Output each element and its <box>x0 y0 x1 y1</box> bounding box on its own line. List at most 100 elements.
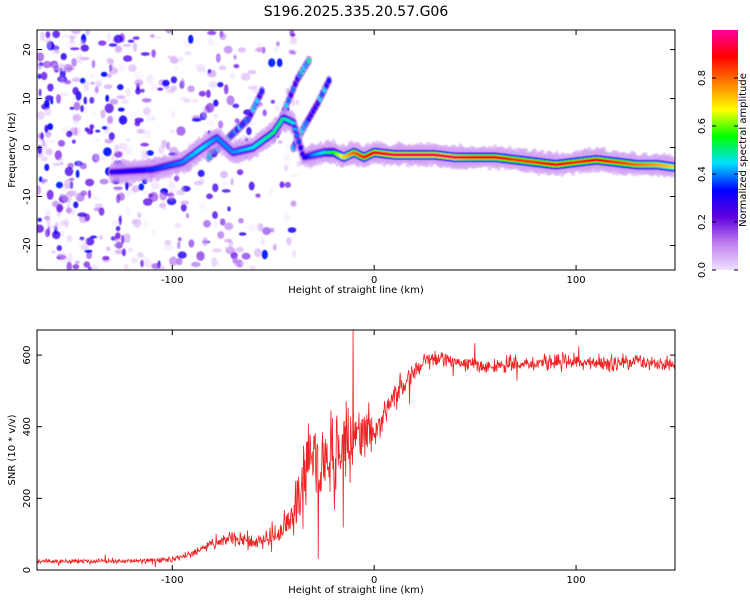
noise-blob <box>60 34 71 38</box>
noise-blob <box>56 94 61 104</box>
noise-blob <box>150 181 160 190</box>
noise-blob <box>134 79 144 87</box>
colorbar-tick-label: 0.8 <box>697 70 708 86</box>
noise-blob <box>288 49 295 54</box>
noise-blob <box>229 73 236 79</box>
noise-blob <box>201 108 208 119</box>
noise-blob <box>270 99 275 104</box>
noise-blob <box>240 72 251 81</box>
noise-blob <box>134 117 144 123</box>
noise-blob <box>140 259 145 268</box>
noise-blob <box>103 147 112 157</box>
noise-blob <box>113 243 118 248</box>
noise-blob <box>218 65 227 71</box>
noise-blob <box>149 34 155 38</box>
noise-blob <box>70 190 79 198</box>
noise-blob <box>87 189 92 199</box>
noise-blob <box>289 36 298 45</box>
ridge-core <box>293 127 298 131</box>
snr-ticks: -100 0 100 0 200 400 600 <box>22 330 675 586</box>
noise-blob <box>258 223 264 232</box>
noise-blob <box>113 186 123 190</box>
noise-blob <box>73 101 81 111</box>
snr-x-tick-label: 100 <box>567 575 586 586</box>
noise-blob <box>79 242 89 251</box>
noise-blob <box>84 249 93 253</box>
noise-blob <box>146 114 154 123</box>
noise-blob <box>114 249 124 255</box>
noise-blob <box>98 235 104 240</box>
noise-blob <box>125 181 129 191</box>
noise-blob <box>73 201 79 209</box>
noise-blob <box>217 82 224 88</box>
noise-blob <box>276 58 283 67</box>
spectrogram-x-tick-label: 0 <box>371 275 377 286</box>
noise-blob <box>202 237 209 247</box>
noise-blob <box>170 76 178 84</box>
noise-blob <box>179 96 189 101</box>
noise-blob <box>173 65 179 72</box>
noise-blob <box>198 90 206 97</box>
noise-blob <box>138 183 145 191</box>
spectrogram-frame <box>36 29 676 271</box>
noise-blob <box>89 127 94 134</box>
noise-blob <box>93 264 100 270</box>
noise-blob <box>157 87 164 91</box>
noise-blob <box>174 222 182 229</box>
ridge-core <box>271 131 276 135</box>
noise-blob <box>233 64 240 69</box>
snr-y-tick-label: 0 <box>22 567 33 573</box>
noise-blob <box>69 106 75 110</box>
colorbar-tick-label: 0.2 <box>697 214 708 230</box>
noise-blob <box>94 203 104 209</box>
noise-blob <box>118 115 128 125</box>
noise-blob <box>37 267 44 270</box>
noise-blob <box>177 237 182 242</box>
noise-blob <box>90 235 98 239</box>
noise-blob <box>61 230 65 237</box>
noise-blob <box>235 246 244 253</box>
noise-blob <box>125 138 131 143</box>
noise-blob <box>254 248 262 258</box>
noise-blob <box>83 87 90 92</box>
noise-blob <box>105 94 110 102</box>
noise-blob <box>247 69 257 75</box>
branch-core <box>326 77 332 84</box>
noise-blob <box>143 107 151 116</box>
noise-blob <box>260 238 265 245</box>
noise-blob <box>51 63 61 71</box>
noise-blob <box>180 78 185 88</box>
noise-blob <box>196 251 205 261</box>
noise-blob <box>274 47 279 52</box>
noise-blob <box>228 239 234 248</box>
noise-blob <box>142 151 147 159</box>
spectrogram-x-label: Height of straight line (km) <box>288 285 424 296</box>
noise-blob <box>104 103 114 114</box>
noise-blob <box>64 178 74 189</box>
noise-blob <box>262 109 267 117</box>
noise-blob <box>85 30 90 36</box>
noise-blob <box>137 252 144 258</box>
noise-blob <box>47 83 54 92</box>
noise-blob <box>56 252 67 258</box>
noise-blob <box>157 145 165 154</box>
noise-blob <box>71 77 82 83</box>
noise-blob <box>37 52 45 62</box>
noise-blob <box>256 222 260 232</box>
noise-blob <box>156 36 162 40</box>
noise-blob <box>164 244 174 251</box>
noise-blob <box>59 220 68 227</box>
noise-blob <box>207 30 217 36</box>
noise-blob <box>65 66 75 71</box>
noise-blob <box>85 178 95 187</box>
noise-blob <box>285 144 291 149</box>
noise-blob <box>106 246 111 251</box>
noise-blob <box>227 206 231 212</box>
noise-blob <box>167 55 178 59</box>
noise-blob <box>88 73 95 79</box>
noise-blob <box>212 183 219 192</box>
spectrogram-y-tick-label: 20 <box>22 43 33 56</box>
noise-blob <box>283 213 291 223</box>
noise-blob <box>72 113 82 122</box>
noise-blob <box>147 74 155 82</box>
